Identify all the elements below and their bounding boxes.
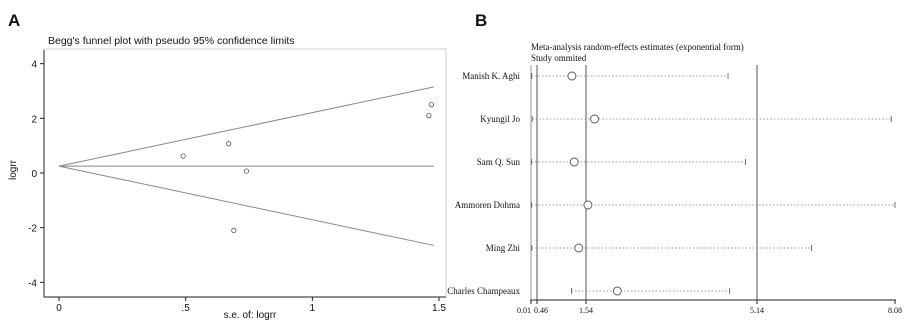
funnel-y-tick-label: 0 [31,169,37,180]
study-estimate-marker [590,114,599,124]
sensitivity-x-tick-label: 0.46 [534,306,548,315]
panel-a-letter: A [8,11,20,30]
study-estimate-marker [569,157,579,167]
funnel-x-label: s.e. of: logrr [224,310,277,321]
funnel-point [243,168,250,174]
funnel-y-tick-label: -2 [28,224,37,235]
study-estimate-marker [612,286,622,296]
sensitivity-studies: Manish K. Aghi Kyungil Jo Sam Q. Sun Ammore… [447,71,896,296]
funnel-x-tick-label: 0 [56,303,62,314]
funnel-y-tick-label: 4 [31,60,37,71]
sensitivity-reference-lines [530,65,758,300]
study-estimate-marker [583,200,593,210]
sensitivity-ticks: 0.01 0.46 1.54 5.14 8.08 [517,300,902,315]
study-label: Kyungil Jo [480,114,520,124]
sensitivity-title: Meta-analysis random-effects estimates (… [531,42,744,52]
study-label: Charles Champeaux [447,286,520,296]
sensitivity-plot: Meta-analysis random-effects estimates (… [447,42,902,315]
funnel-lower-limit [58,165,435,246]
funnel-title: Begg's funnel plot with pseudo 95% confi… [48,35,295,47]
funnel-points [180,102,434,233]
study-label: Ammoren Dohma [455,200,520,210]
sensitivity-x-tick-label: 5.14 [750,306,764,315]
funnel-point [428,102,434,108]
funnel-point [180,153,186,159]
study-estimate-marker [567,71,577,81]
funnel-x-tick-label: .5 [181,303,190,314]
sensitivity-subtitle: Study ommited [531,53,587,63]
funnel-y-tick-label: 2 [31,114,37,125]
funnel-y-tick-label: -4 [28,278,37,289]
study-estimate-marker [574,243,584,253]
funnel-ticks: 0 .5 1 1.5 4 2 0 -2 -4 [28,60,446,314]
panel-b-letter: B [475,11,487,30]
study-label: Ming Zhi [486,243,521,253]
funnel-y-label: logrr [8,159,19,180]
funnel-point [226,141,232,147]
funnel-lines [58,86,435,246]
funnel-upper-limit [58,86,435,167]
funnel-point [426,113,432,119]
study-label: Manish K. Aghi [462,71,520,81]
funnel-plot: Begg's funnel plot with pseudo 95% confi… [8,35,447,321]
sensitivity-x-tick-label: 1.54 [579,306,593,315]
funnel-x-tick-label: 1.5 [432,303,446,314]
funnel-x-tick-label: 1 [310,303,316,314]
sensitivity-x-tick-label: 8.08 [888,306,902,315]
sensitivity-x-tick-label: 0.01 [517,306,531,315]
funnel-point [231,227,237,233]
study-label: Sam Q. Sun [477,157,521,167]
